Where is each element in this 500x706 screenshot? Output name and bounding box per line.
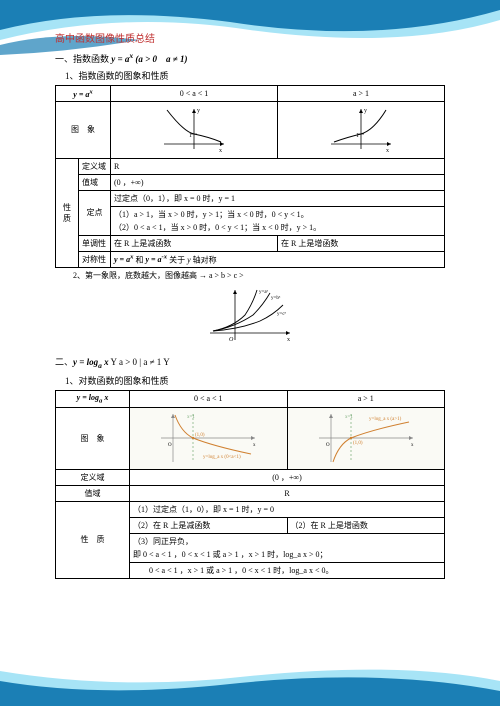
log-func-header: y = loga x — [77, 393, 109, 402]
log-graph-increasing: x=1 O x (1,0) y=log_a x (a>1) — [287, 407, 445, 469]
log-range-val: R — [130, 485, 445, 501]
section1-note2: 2、第一象限，底数越大，图像越高 → a > b > c > — [73, 270, 445, 281]
svg-text:y=log_a x (0<a<1): y=log_a x (0<a<1) — [203, 455, 241, 460]
exp-fixed-1: 过定点（0，1），即 x = 0 时，y = 1 — [111, 190, 445, 206]
page-content: 高中函数图像性质总结 一、指数函数 y = ax (a > 0 a ≠ 1) 1… — [0, 0, 500, 601]
exp-sym-val: y = ax 和 y = a-x 关于 y 轴对称 — [111, 251, 445, 268]
exp-domain-label: 定义域 — [79, 158, 111, 174]
svg-text:y=cˣ: y=cˣ — [277, 312, 287, 317]
exp-fixed-2: （1）a > 1，当 x > 0 时，y > 1；当 x < 0 时，0 < y… — [114, 209, 441, 220]
exp-graph-increasing: x y 1 — [277, 101, 444, 158]
svg-text:O: O — [168, 443, 172, 448]
svg-text:x: x — [386, 148, 389, 154]
bottom-wave-decoration — [0, 656, 500, 706]
page-title: 高中函数图像性质总结 — [55, 30, 445, 45]
log-p1: （1）过定点（1，0），即 x = 1 时，y = 0 — [130, 501, 445, 517]
exp-graph-label: 图 象 — [56, 101, 111, 158]
svg-text:y=log_a x (a>1): y=log_a x (a>1) — [369, 417, 402, 422]
svg-text:y: y — [197, 108, 200, 114]
exp-range-label: 值域 — [79, 174, 111, 190]
log-col1: 0 < a < 1 — [130, 391, 287, 408]
exp-func-header: y = ax — [73, 90, 92, 99]
exp-fixed-label: 定点 — [79, 190, 111, 235]
log-p2-right: （2）在 R 上是增函数 — [287, 517, 445, 533]
svg-text:y=bˣ: y=bˣ — [271, 296, 281, 301]
svg-text:x: x — [219, 148, 222, 154]
svg-text:y=aˣ: y=aˣ — [259, 290, 269, 295]
log-table: y = loga x 0 < a < 1 a > 1 图 象 x=1 O x (… — [55, 390, 445, 579]
log-p3: （3）同正异负， 即 0 < a < 1 ，0 < x < 1 或 a > 1 … — [130, 533, 445, 562]
section2-heading: 二、y = loga x Y a > 0 | a ≠ 1 Y — [55, 355, 445, 370]
exp-graph-decreasing: x y 1 — [111, 101, 278, 158]
exp-domain-val: R — [111, 158, 445, 174]
section2-sub: 1、对数函数的图象和性质 — [65, 374, 445, 387]
svg-text:x: x — [287, 337, 290, 343]
svg-text:O: O — [229, 337, 234, 343]
log-p3a: 即 0 < a < 1 ，0 < x < 1 或 a > 1 ，x > 1 时，… — [133, 549, 441, 560]
log-p3b: 0 < a < 1 ，x > 1 或 a > 1 ，0 < x < 1 时，lo… — [130, 562, 445, 578]
svg-text:(1,0): (1,0) — [353, 441, 363, 446]
exp-fixed-23: （1）a > 1，当 x > 0 时，y > 1；当 x < 0 时，0 < y… — [111, 206, 445, 235]
exp-sym-label: 对称性 — [79, 251, 111, 268]
log-domain-label: 定义域 — [56, 469, 130, 485]
exp-comparison-graph: O x y=aˣ y=bˣ y=cˣ — [55, 285, 445, 347]
exp-mono-left: 在 R 上是减函数 — [111, 235, 278, 251]
exp-table: y = ax 0 < a < 1 a > 1 图 象 x y 1 — [55, 85, 445, 268]
exp-col1: 0 < a < 1 — [111, 86, 278, 102]
svg-text:x: x — [253, 443, 256, 448]
log-props-label: 性 质 — [56, 501, 130, 578]
svg-text:O: O — [326, 443, 330, 448]
exp-mono-right: 在 R 上是增函数 — [277, 235, 444, 251]
exp-col2: a > 1 — [277, 86, 444, 102]
section1-sub: 1、指数函数的图象和性质 — [65, 69, 445, 82]
log-col2: a > 1 — [287, 391, 445, 408]
log-p2-left: （2）在 R 上是减函数 — [130, 517, 287, 533]
log-domain-val: (0 ，+∞) — [130, 469, 445, 485]
log-p3-head: （3）同正异负， — [133, 536, 441, 547]
exp-props-label: 性 质 — [56, 158, 79, 268]
exp-mono-label: 单调性 — [79, 235, 111, 251]
log-graph-decreasing: x=1 O x (1,0) y=log_a x (0<a<1) — [130, 407, 287, 469]
svg-text:y: y — [364, 108, 367, 114]
section1-heading: 一、指数函数 y = ax (a > 0 a ≠ 1) — [55, 51, 445, 65]
log-range-label: 值域 — [56, 485, 130, 501]
svg-text:(1,0): (1,0) — [195, 433, 205, 438]
exp-fixed-3: （2）0 < a < 1，当 x > 0 时，0 < y < 1；当 x < 0… — [114, 222, 441, 233]
log-graph-label: 图 象 — [56, 407, 130, 469]
exp-range-val: (0 ，+∞) — [111, 174, 445, 190]
svg-text:x: x — [411, 443, 414, 448]
svg-text:x=1: x=1 — [345, 415, 353, 420]
svg-text:x=1: x=1 — [187, 415, 195, 420]
